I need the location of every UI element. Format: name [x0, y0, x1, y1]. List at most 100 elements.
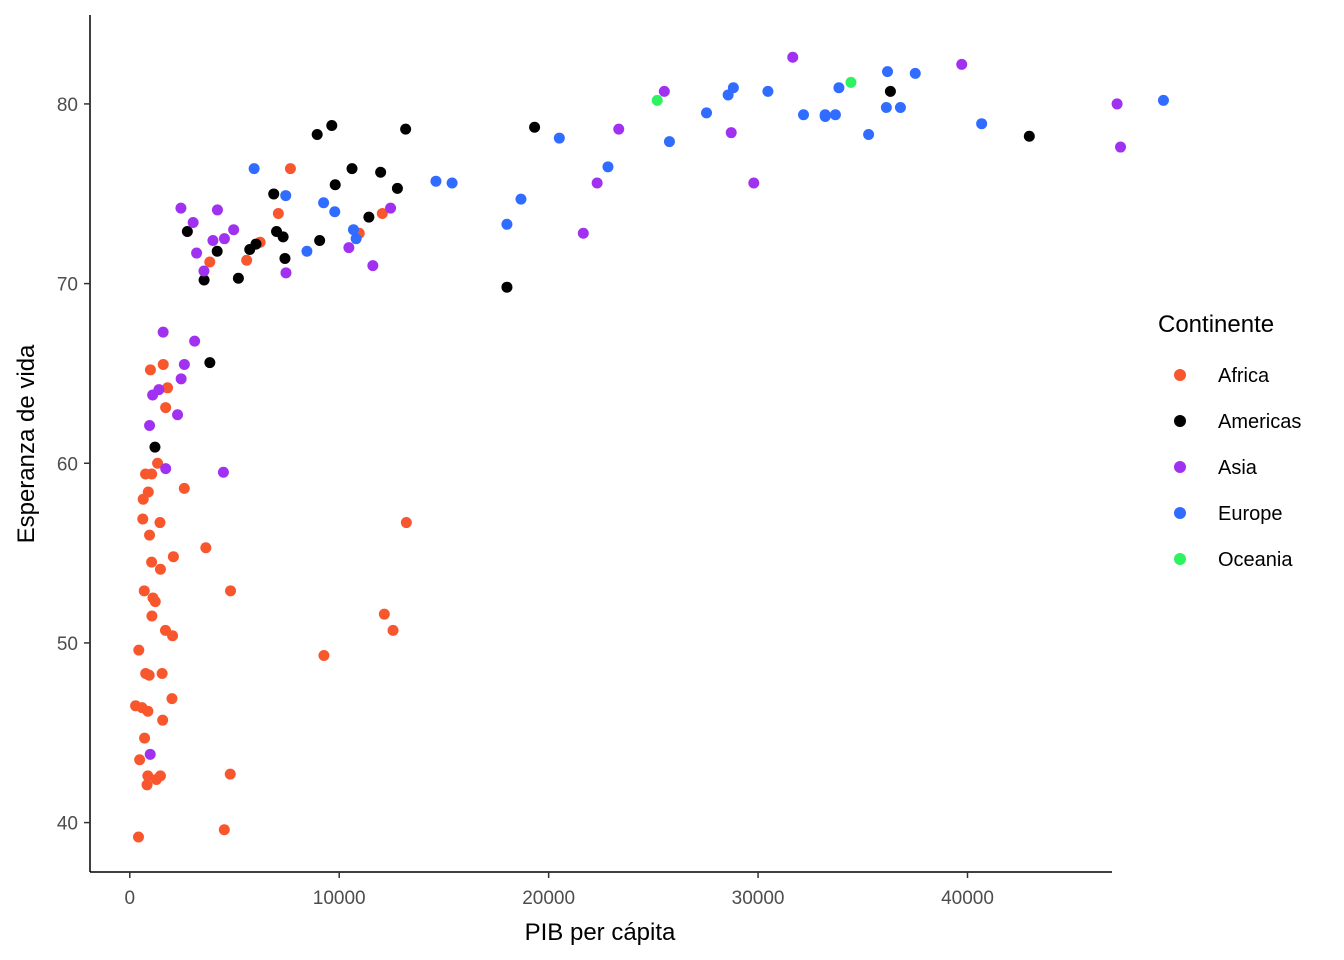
- point-africa: [139, 732, 151, 744]
- point-americas: [277, 231, 289, 243]
- point-americas: [501, 281, 513, 293]
- x-tick-label: 30000: [732, 888, 785, 909]
- point-europe: [880, 102, 892, 114]
- x-tick-label: 40000: [941, 888, 994, 909]
- point-americas: [1023, 130, 1035, 142]
- point-europe: [701, 107, 713, 119]
- x-tick-label: 10000: [313, 888, 366, 909]
- point-asia: [748, 177, 760, 189]
- point-europe: [909, 67, 921, 79]
- point-asia: [343, 242, 355, 254]
- point-asia: [160, 463, 172, 475]
- x-axis-title: PIB per cápita: [525, 919, 676, 946]
- legend-label: Oceania: [1218, 549, 1293, 571]
- point-africa: [167, 551, 179, 563]
- point-africa: [142, 705, 154, 717]
- y-tick-label: 50: [57, 634, 78, 655]
- point-asia: [175, 202, 187, 214]
- point-africa: [272, 208, 284, 220]
- point-europe: [347, 224, 359, 236]
- point-europe: [894, 102, 906, 114]
- point-africa: [387, 624, 399, 636]
- point-africa: [204, 256, 216, 268]
- point-europe: [329, 206, 341, 218]
- point-europe: [602, 161, 614, 173]
- legend-key-oceania: [1174, 553, 1186, 565]
- point-africa: [154, 517, 166, 529]
- point-africa: [218, 824, 230, 836]
- point-asia: [187, 217, 199, 229]
- point-americas: [311, 128, 323, 140]
- point-europe: [976, 118, 988, 130]
- point-africa: [138, 585, 150, 597]
- point-africa: [378, 608, 390, 620]
- point-asia: [1111, 98, 1123, 110]
- point-americas: [391, 182, 403, 194]
- point-europe: [446, 177, 458, 189]
- point-africa: [132, 831, 144, 843]
- point-africa: [137, 513, 149, 525]
- point-europe: [350, 233, 362, 245]
- point-americas: [400, 123, 412, 135]
- point-africa: [142, 486, 154, 498]
- point-asia: [191, 247, 203, 259]
- point-americas: [211, 245, 223, 257]
- point-americas: [346, 163, 358, 175]
- point-americas: [198, 274, 210, 286]
- point-asia: [172, 409, 184, 421]
- point-europe: [501, 218, 513, 230]
- legend-key-americas: [1174, 415, 1186, 427]
- point-africa: [178, 482, 190, 494]
- point-europe: [248, 163, 260, 175]
- point-africa: [144, 364, 156, 376]
- y-tick-label: 40: [57, 814, 78, 835]
- point-asia: [189, 335, 201, 347]
- point-asia: [178, 358, 190, 370]
- x-tick-label: 20000: [522, 888, 575, 909]
- point-africa: [162, 382, 174, 394]
- point-europe: [280, 190, 292, 202]
- legend: Continente Africa Americas Asia Europe Ocean…: [1158, 311, 1301, 571]
- point-americas: [375, 166, 387, 178]
- point-asia: [228, 224, 240, 236]
- point-asia: [147, 389, 159, 401]
- point-africa: [144, 529, 156, 541]
- point-africa: [134, 754, 146, 766]
- legend-key-europe: [1174, 507, 1186, 519]
- point-asia: [367, 260, 379, 272]
- point-europe: [301, 245, 313, 257]
- point-asia: [787, 51, 799, 63]
- point-africa: [152, 457, 164, 469]
- point-africa: [284, 163, 296, 175]
- point-asia: [144, 420, 156, 432]
- point-africa: [166, 693, 178, 705]
- point-asia: [956, 58, 968, 70]
- point-africa: [376, 208, 388, 220]
- point-asia: [211, 204, 223, 216]
- point-europe: [882, 66, 894, 78]
- point-africa: [141, 779, 153, 791]
- point-americas: [268, 188, 280, 200]
- point-europe: [318, 197, 330, 209]
- y-axis-ticks: 40 50 60 70 80: [57, 95, 90, 835]
- point-africa: [142, 770, 154, 782]
- point-oceania: [651, 94, 663, 106]
- point-africa: [146, 556, 158, 568]
- point-americas: [204, 357, 216, 369]
- point-africa: [241, 254, 253, 266]
- point-oceania: [845, 76, 857, 88]
- point-africa: [146, 610, 158, 622]
- point-europe: [430, 175, 442, 187]
- point-europe: [515, 193, 527, 205]
- point-asia: [218, 233, 230, 245]
- y-axis-title: Esperanza de vida: [13, 344, 40, 543]
- legend-label: Americas: [1218, 411, 1301, 433]
- plot-area: [130, 51, 1169, 843]
- point-africa: [133, 644, 145, 656]
- point-americas: [329, 179, 341, 191]
- point-americas: [884, 85, 896, 97]
- point-africa: [156, 667, 168, 679]
- point-europe: [663, 136, 675, 148]
- point-americas: [232, 272, 244, 284]
